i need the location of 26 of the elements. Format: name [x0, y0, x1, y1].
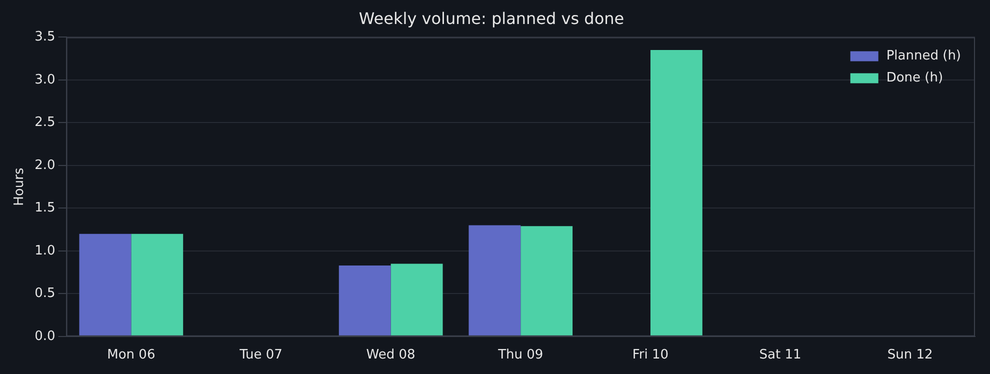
y-tick-label: 3.0 — [34, 72, 56, 88]
bar — [390, 264, 443, 336]
y-tick-label: 1.5 — [34, 200, 56, 216]
x-tick-label: Sun 12 — [887, 348, 933, 363]
bar — [520, 226, 573, 336]
bar — [79, 234, 132, 336]
legend-label: Planned (h) — [886, 48, 962, 64]
y-tick-label: 2.0 — [34, 158, 56, 173]
x-tick-label: Wed 08 — [366, 348, 416, 363]
bar — [131, 234, 184, 336]
chart-title: Weekly volume: planned vs done — [358, 8, 624, 28]
y-tick-label: 2.5 — [34, 115, 56, 130]
legend-label: Done (h) — [886, 70, 944, 86]
y-axis-title: Hours — [12, 168, 28, 206]
bar — [650, 50, 702, 336]
y-tick-label: 0.0 — [34, 328, 56, 344]
y-tick-label: 1.0 — [34, 243, 56, 258]
bar — [338, 265, 391, 336]
x-tick-label: Tue 07 — [238, 348, 282, 363]
x-tick-label: Sat 11 — [759, 348, 802, 363]
x-tick-label: Mon 06 — [107, 348, 156, 363]
x-tick-label: Fri 10 — [632, 348, 669, 363]
bar — [468, 225, 521, 336]
y-tick-label: 3.5 — [34, 30, 56, 45]
x-tick-label: Thu 09 — [497, 348, 544, 363]
y-tick-label: 0.5 — [34, 286, 56, 302]
